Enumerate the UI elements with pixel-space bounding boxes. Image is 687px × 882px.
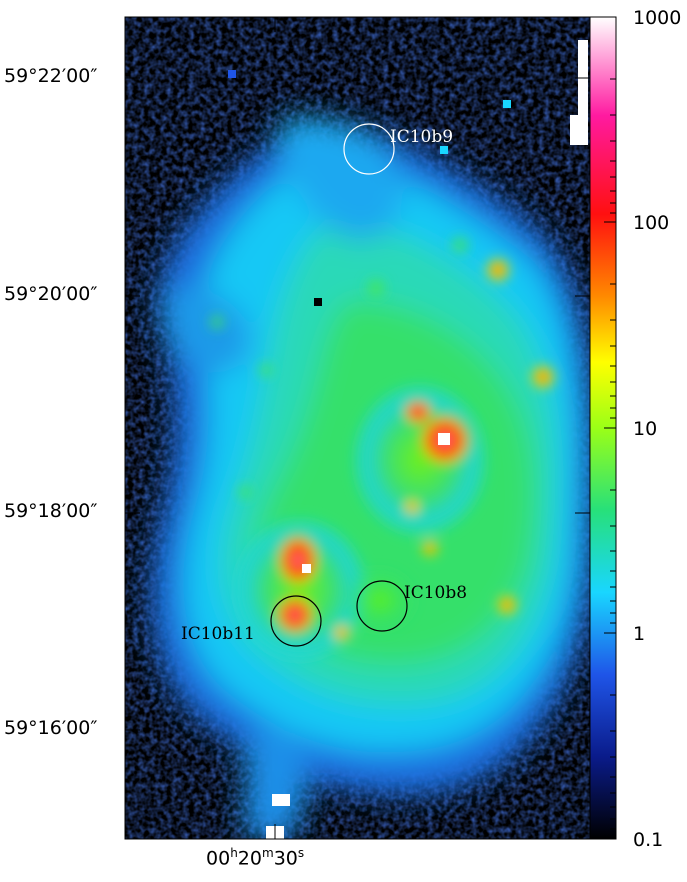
- ra-tick-label: 00h20m30s: [206, 846, 304, 869]
- colorbar-label: 10: [633, 418, 658, 440]
- source-circle-ic10b8: [356, 580, 408, 632]
- source-circle-ic10b9: [343, 123, 395, 175]
- colorbar-label: 0.1: [633, 829, 664, 851]
- ra-s-unit: s: [297, 846, 305, 860]
- ra-minutes: 20: [237, 847, 262, 870]
- colorbar-ticks: [604, 16, 616, 840]
- dec-tick-label: 59°18′00″: [4, 500, 98, 522]
- ra-h-unit: h: [230, 846, 238, 860]
- colorbar-label: 1000: [633, 7, 682, 29]
- source-circle-ic10b11: [270, 595, 322, 647]
- ra-m-unit: m: [261, 846, 274, 860]
- source-label-ic10b11: IC10b11: [181, 624, 255, 644]
- colorbar-label: 1: [633, 623, 646, 645]
- ra-hours: 00: [206, 847, 231, 870]
- dec-tick-label: 59°20′00″: [4, 283, 98, 305]
- dec-tick-label: 59°22′00″: [4, 65, 98, 87]
- source-label-ic10b8: IC10b8: [404, 583, 467, 603]
- colorbar-label: 100: [633, 212, 670, 234]
- dec-tick-label: 59°16′00″: [4, 717, 98, 739]
- false-color-image: [125, 17, 590, 839]
- ra-seconds: 30: [273, 847, 298, 870]
- source-label-ic10b9: IC10b9: [390, 127, 453, 147]
- image-ticks: [125, 17, 590, 839]
